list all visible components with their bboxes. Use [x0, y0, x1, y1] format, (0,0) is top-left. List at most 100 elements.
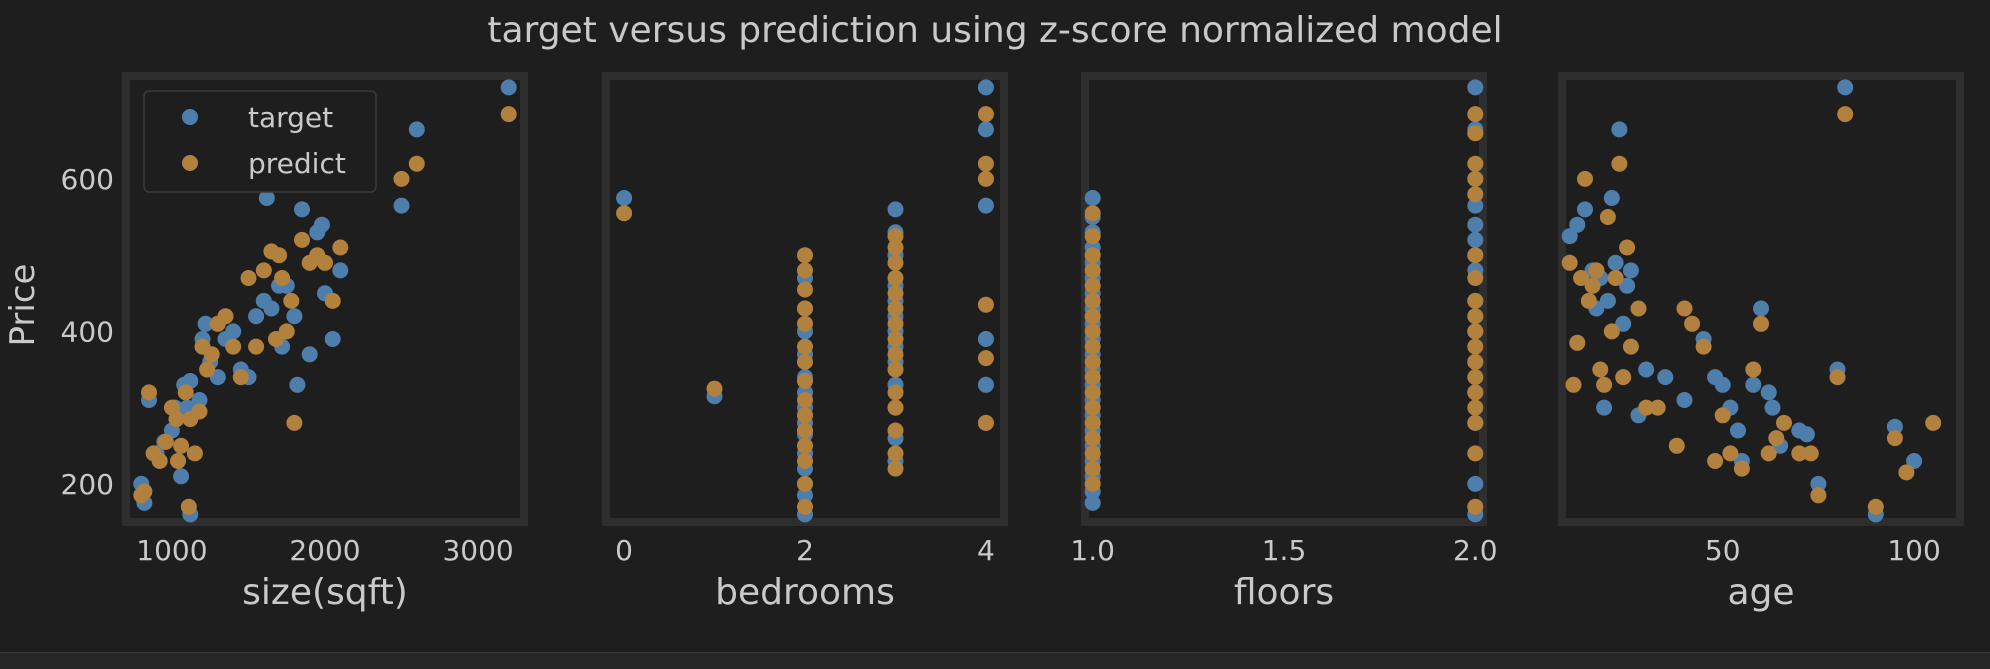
target-point — [1615, 315, 1632, 332]
axes-frame — [602, 72, 1008, 526]
predict-point — [278, 323, 295, 340]
subplot-1: 1000 2000 3000 200 400 600 size(sqft) target pre… — [61, 72, 528, 613]
predict-point — [887, 228, 904, 245]
predict-point — [255, 262, 272, 279]
predict-point — [1714, 407, 1731, 424]
x-tick-label: 100 — [1887, 534, 1940, 567]
predict-point — [1467, 308, 1484, 325]
predict-point — [616, 205, 633, 222]
predict-point — [136, 483, 153, 500]
predict-point — [887, 239, 904, 256]
predict-point — [1467, 369, 1484, 386]
target-point — [173, 468, 190, 485]
x-tick-label: 2.0 — [1453, 534, 1498, 567]
predict-point — [1619, 239, 1636, 256]
predict-point — [1467, 414, 1484, 431]
target-point — [1753, 300, 1769, 317]
axes-frame — [1081, 72, 1487, 526]
predict-point — [271, 247, 288, 264]
predict-point — [1467, 125, 1484, 142]
predict-point — [1925, 414, 1942, 431]
target-point — [1886, 418, 1903, 435]
target-point — [1760, 384, 1777, 401]
predict-point — [797, 247, 813, 264]
x-tick-label: 1.5 — [1262, 534, 1307, 567]
target-point — [1603, 190, 1620, 206]
target-point — [225, 323, 242, 340]
predict-point — [393, 170, 410, 187]
predict-point — [1467, 170, 1484, 187]
target-point — [1084, 494, 1101, 511]
x-tick-label: 50 — [1705, 534, 1741, 567]
predict-point — [203, 346, 220, 363]
predict-point — [1768, 430, 1785, 447]
predict-point — [1467, 445, 1484, 462]
predict-point — [500, 106, 517, 123]
predict-point — [1802, 445, 1819, 462]
predict-point — [1596, 376, 1613, 393]
figure-title: target versus prediction using z-score n… — [487, 10, 1502, 51]
target-point — [332, 262, 349, 279]
predict-point — [1573, 270, 1590, 286]
predict-point — [1584, 277, 1601, 294]
predict-point — [706, 380, 723, 397]
target-point — [1596, 399, 1613, 416]
predict-point — [191, 403, 208, 420]
target-point — [1599, 292, 1616, 309]
predict-point — [1898, 464, 1915, 481]
predict-point — [887, 422, 904, 439]
predict-point — [797, 315, 813, 332]
x-axis-label: size(sqft) — [242, 572, 408, 613]
predict-point — [1084, 384, 1101, 401]
target-point — [1676, 392, 1693, 408]
predict-point — [1649, 399, 1666, 416]
legend-label-predict: predict — [248, 147, 346, 180]
predict-point — [977, 155, 994, 172]
predict-point — [199, 361, 216, 378]
predict-point — [1760, 445, 1777, 462]
predict-point — [1565, 376, 1582, 393]
predict-point — [1084, 338, 1101, 355]
predict-point — [887, 331, 904, 347]
series-predict — [616, 106, 994, 515]
predict-point — [317, 254, 333, 271]
predict-point — [887, 384, 904, 401]
predict-point — [1084, 430, 1101, 447]
predict-point — [225, 338, 242, 355]
y-tick-label: 600 — [61, 163, 114, 196]
target-point — [289, 376, 306, 393]
predict-point — [180, 498, 197, 515]
predict-point — [1084, 228, 1101, 245]
target-point — [1619, 277, 1636, 294]
predict-point — [1084, 308, 1101, 325]
predict-point — [1084, 323, 1101, 340]
target-point — [1638, 361, 1655, 378]
target-point — [1730, 422, 1746, 439]
predict-point — [1467, 323, 1484, 340]
legend-box — [143, 90, 377, 193]
predict-point — [797, 437, 813, 454]
predict-point — [1467, 338, 1484, 355]
predict-point — [1829, 369, 1846, 386]
target-point — [1810, 475, 1827, 492]
predict-point — [887, 445, 904, 462]
predict-point — [1569, 334, 1586, 351]
predict-point — [1084, 262, 1101, 279]
predict-point — [1599, 209, 1616, 225]
predict-point — [1776, 414, 1792, 431]
target-point — [197, 315, 214, 332]
predict-point — [1638, 399, 1655, 416]
predict-point — [217, 308, 234, 325]
predict-point — [887, 254, 904, 271]
target-point — [294, 201, 310, 218]
target-point — [301, 346, 318, 363]
predict-point — [1084, 399, 1101, 416]
predict-point — [1603, 323, 1620, 340]
predict-point — [157, 433, 174, 450]
status-bar — [0, 652, 1990, 669]
target-point — [977, 197, 994, 214]
target-point — [1467, 231, 1484, 248]
predict-point — [1084, 475, 1101, 492]
predict-point — [797, 392, 813, 408]
predict-point — [797, 338, 813, 355]
